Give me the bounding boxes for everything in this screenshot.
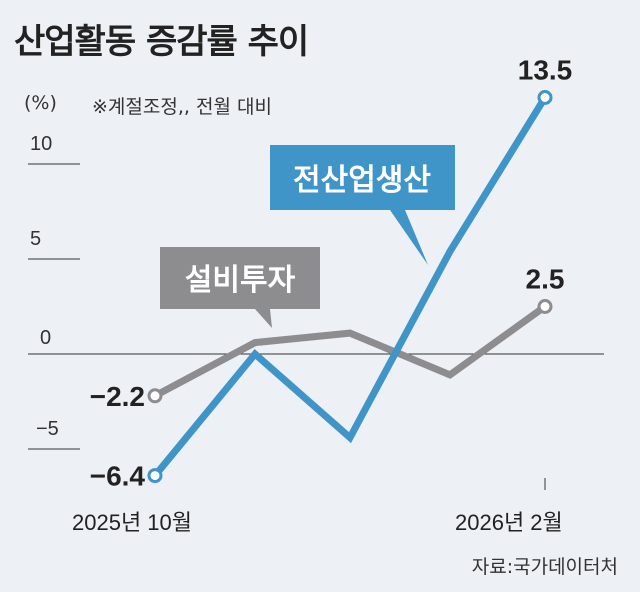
chart-note: ※계절조정,, 전월 대비	[92, 96, 272, 118]
y-tick-label: 5	[30, 228, 41, 250]
legend-label-production: 전산업생산	[293, 163, 431, 198]
source-label: 자료:국가데이터처	[471, 556, 618, 578]
x-tick-label: 2025년 10월	[72, 510, 192, 535]
data-label-end-equipment: 2.5	[526, 264, 565, 295]
series-line-equipment	[153, 303, 548, 399]
legend-box-production	[270, 145, 455, 210]
legend-pointer-production	[390, 210, 428, 265]
data-point-equipment	[537, 299, 553, 314]
y-axis-unit: (%)	[24, 92, 57, 114]
series-line-production	[152, 95, 548, 478]
data-point-production	[147, 468, 163, 484]
y-tick-label: 10	[30, 133, 52, 155]
legend-label-equipment: 설비투자	[185, 263, 296, 298]
legend-pointer-equipment	[255, 309, 272, 328]
data-label-start-production: −6.4	[90, 461, 146, 492]
y-tick-label: −5	[36, 418, 59, 440]
data-label-end-production: 13.5	[518, 55, 573, 86]
data-point-production	[537, 90, 553, 105]
data-point-equipment	[147, 388, 163, 404]
data-label-start-equipment: −2.2	[90, 381, 145, 412]
legend-box-equipment	[160, 247, 320, 309]
y-tick-label: 0	[40, 327, 51, 349]
chart-title: 산업활동 증감률 추이	[14, 22, 309, 62]
x-tick-label: 2026년 2월	[455, 510, 563, 535]
